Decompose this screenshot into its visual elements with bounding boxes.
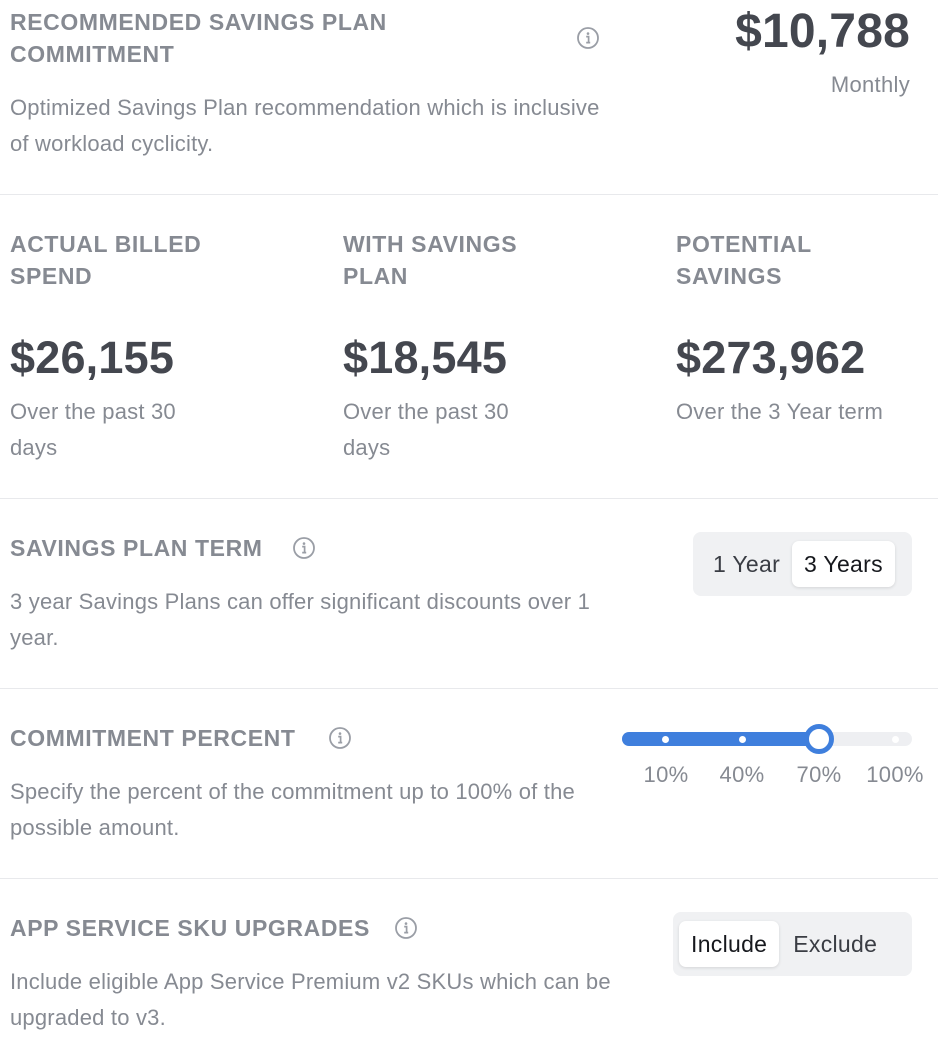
stat-note: Over the past 30 days [10,399,176,460]
term-segmented-control: 1 Year 3 Years [693,532,912,596]
slider-step-dot [892,736,899,743]
commitment-percent-slider[interactable] [622,724,914,754]
app-service-sku-upgrades-heading: APP SERVICE SKU UPGRADES [10,915,370,941]
recommended-commitment-description: Optimized Savings Plan recommendation wh… [10,95,600,156]
commitment-percent-heading: COMMITMENT PERCENT [10,725,296,751]
stat-heading: ACTUAL BILLED SPEND [10,231,202,289]
slider-tick-label: 40% [719,762,765,787]
sku-segmented-control: Include Exclude [673,912,912,976]
stat-heading: POTENTIAL SAVINGS [676,231,812,289]
sku-option-include[interactable]: Include [679,921,780,967]
stat-note: Over the past 30 days [343,399,509,460]
stat-note: Over the 3 Year term [676,399,883,424]
stat-potential-savings: POTENTIAL SAVINGS $273,962 Over the 3 Ye… [676,228,938,424]
slider-step-dot [739,736,746,743]
section-divider [0,878,938,879]
section-divider [0,498,938,499]
slider-thumb[interactable] [803,724,834,754]
recommended-commitment-amount: $10,788 [735,5,910,58]
stat-value: $18,545 [343,332,508,383]
term-option-3-years[interactable]: 3 Years [792,541,895,587]
slider-tick-label: 10% [643,762,689,787]
term-option-1-year[interactable]: 1 Year [713,551,781,577]
slider-track[interactable] [622,732,912,746]
info-icon[interactable] [292,536,316,560]
slider-tick-label: 100% [866,762,924,787]
info-icon[interactable] [576,26,600,50]
savings-plan-term-heading: SAVINGS PLAN TERM [10,535,263,561]
slider-fill [622,732,823,746]
recommended-commitment-period: Monthly [830,72,910,97]
sku-option-exclude[interactable]: Exclude [793,931,878,957]
slider-tick-label: 70% [796,762,842,787]
section-divider [0,194,938,195]
stat-value: $273,962 [676,332,866,383]
savings-plan-term-description: 3 year Savings Plans can offer significa… [10,589,591,650]
stat-value: $26,155 [10,332,175,383]
info-icon[interactable] [328,726,352,750]
recommended-commitment-heading: RECOMMENDED SAVINGS PLAN COMMITMENT [10,9,387,67]
commitment-percent-description: Specify the percent of the commitment up… [10,779,575,840]
stat-with-savings-plan: WITH SAVINGS PLAN $18,545 Over the past … [343,228,643,460]
info-icon[interactable] [394,916,418,940]
slider-step-dot [662,736,669,743]
app-service-sku-upgrades-description: Include eligible App Service Premium v2 … [10,969,611,1030]
stat-heading: WITH SAVINGS PLAN [343,231,518,289]
stat-actual-billed-spend: ACTUAL BILLED SPEND $26,155 Over the pas… [10,228,310,460]
section-divider [0,688,938,689]
